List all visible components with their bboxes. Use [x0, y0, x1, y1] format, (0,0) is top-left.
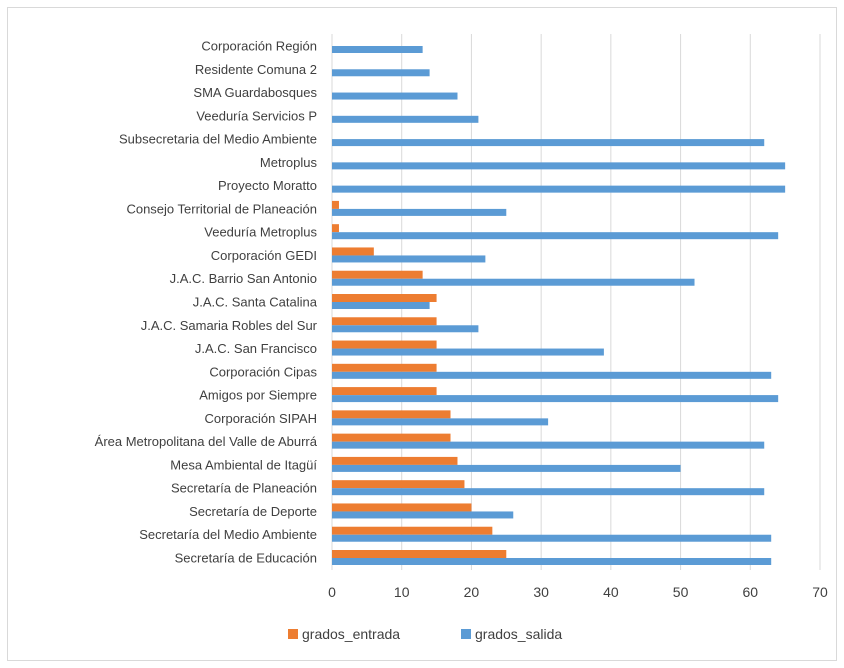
- bar-grados-entrada: [332, 340, 437, 349]
- bar-grados-entrada: [332, 387, 437, 396]
- legend-label: grados_entrada: [302, 626, 400, 642]
- bar-grados-entrada: [332, 456, 458, 465]
- bar-grados-entrada: [332, 200, 339, 209]
- category-label: Residente Comuna 2: [195, 62, 317, 77]
- category-label: Secretaría de Deporte: [189, 504, 317, 519]
- category-label: Área Metropolitana del Valle de Aburrá: [95, 434, 318, 449]
- category-label: Secretaría del Medio Ambiente: [139, 527, 317, 542]
- bar-grados-salida: [332, 278, 695, 286]
- bar-grados-salida: [332, 115, 479, 123]
- bar-grados-entrada: [332, 270, 423, 279]
- bar-grados-entrada: [332, 317, 437, 326]
- bar-grados-salida: [332, 371, 772, 379]
- bar-grados-salida: [332, 302, 430, 309]
- bar-grados-salida: [332, 441, 765, 449]
- category-label: Metroplus: [260, 155, 318, 170]
- bars: [332, 46, 786, 565]
- bar-grados-salida: [332, 46, 423, 53]
- bar-grados-salida: [332, 232, 779, 240]
- bar-grados-entrada: [332, 433, 451, 442]
- bar-grados-salida: [332, 534, 772, 542]
- bar-grados-salida: [332, 162, 786, 170]
- x-tick-label: 40: [603, 584, 619, 600]
- x-tick-label: 10: [394, 584, 410, 600]
- category-label: Secretaría de Planeación: [171, 481, 317, 496]
- category-label: J.A.C. Samaria Robles del Sur: [141, 318, 318, 333]
- legend-swatch: [461, 629, 471, 639]
- category-label: SMA Guardabosques: [193, 85, 317, 100]
- category-label: J.A.C. Santa Catalina: [193, 295, 318, 310]
- category-label: Corporación GEDI: [211, 248, 317, 263]
- bar-grados-salida: [332, 139, 765, 147]
- bar-grados-salida: [332, 255, 486, 263]
- bar-grados-entrada: [332, 224, 339, 233]
- x-tick-label: 60: [742, 584, 758, 600]
- category-label: Proyecto Moratto: [218, 178, 317, 193]
- category-label: Corporación Región: [201, 39, 317, 54]
- x-tick-label: 50: [673, 584, 689, 600]
- bar-grados-salida: [332, 185, 786, 193]
- bar-grados-salida: [332, 325, 479, 333]
- bar-grados-salida: [332, 488, 765, 496]
- bar-grados-salida: [332, 92, 458, 100]
- bar-grados-entrada: [332, 294, 437, 302]
- bar-grados-salida: [332, 208, 507, 216]
- x-tick-label: 30: [533, 584, 549, 600]
- category-label: Subsecretaria del Medio Ambiente: [119, 132, 317, 147]
- category-label: Consejo Territorial de Planeación: [126, 201, 317, 216]
- category-label: Veeduría Servicios P: [196, 108, 317, 123]
- category-label: Amigos por Siempre: [199, 388, 317, 403]
- category-label: J.A.C. San Francisco: [195, 341, 317, 356]
- x-tick-label: 70: [812, 584, 828, 600]
- category-label: Corporación SIPAH: [205, 411, 317, 426]
- bar-grados-salida: [332, 558, 772, 565]
- x-axis-ticks: 0 10 20 30 40 50 60 70: [328, 584, 828, 600]
- category-label: Secretaría de Educación: [175, 551, 317, 566]
- bar-grados-salida: [332, 464, 681, 472]
- bar-grados-entrada: [332, 550, 507, 558]
- bar-grados-entrada: [332, 410, 451, 419]
- bar-grados-entrada: [332, 526, 493, 535]
- category-label: J.A.C. Barrio San Antonio: [170, 271, 317, 286]
- x-tick-label: 0: [328, 584, 336, 600]
- bar-grados-entrada: [332, 247, 374, 256]
- bar-grados-entrada: [332, 480, 465, 489]
- category-labels: Secretaría de Educación Secretaría del Me…: [95, 39, 318, 566]
- chart-frame: [7, 7, 837, 661]
- bar-grados-salida: [332, 395, 779, 403]
- category-label: Corporación Cipas: [209, 364, 317, 379]
- bar-grados-salida: [332, 69, 430, 77]
- category-label: Veeduría Metroplus: [204, 225, 317, 240]
- bar-grados-salida: [332, 511, 514, 519]
- bar-grados-salida: [332, 418, 549, 426]
- legend-swatch: [288, 629, 298, 639]
- legend: grados_entrada grados_salida: [288, 626, 562, 642]
- x-tick-label: 20: [464, 584, 480, 600]
- bar-grados-salida: [332, 348, 604, 356]
- category-label: Mesa Ambiental de Itagüí: [170, 457, 317, 472]
- bar-grados-entrada: [332, 503, 472, 512]
- legend-label: grados_salida: [475, 626, 562, 642]
- bar-grados-entrada: [332, 363, 437, 372]
